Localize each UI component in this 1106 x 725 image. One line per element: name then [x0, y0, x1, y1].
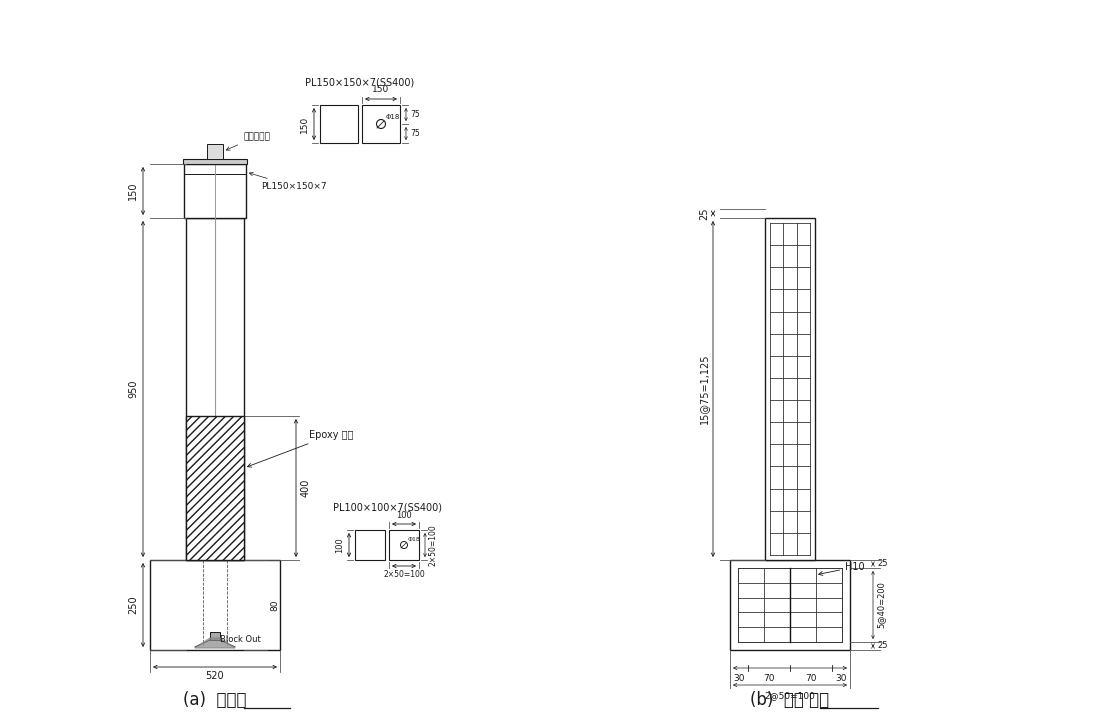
Text: 25: 25	[877, 560, 887, 568]
Text: 15@75=1,125: 15@75=1,125	[699, 354, 709, 424]
Text: 5@40=200: 5@40=200	[877, 581, 886, 629]
Bar	[184, 164, 246, 218]
Text: 25: 25	[699, 207, 709, 220]
Text: 250: 250	[128, 596, 138, 614]
Bar	[186, 218, 244, 560]
Text: 2×50=100: 2×50=100	[429, 524, 438, 566]
Text: 75: 75	[410, 129, 420, 138]
Text: PL150×150×7(SS400): PL150×150×7(SS400)	[305, 77, 415, 87]
Text: 30: 30	[733, 674, 744, 683]
Text: (a)  일반도: (a) 일반도	[184, 691, 247, 709]
Text: 2×50=100: 2×50=100	[383, 570, 425, 579]
Bar	[355, 530, 385, 560]
Bar	[362, 105, 400, 143]
Text: 950: 950	[128, 380, 138, 398]
Bar	[150, 560, 280, 650]
Text: (b)  철근 상세: (b) 철근 상세	[751, 691, 830, 709]
Text: Block Out: Block Out	[220, 635, 261, 644]
Bar	[207, 144, 223, 159]
Text: Φ18: Φ18	[408, 537, 420, 542]
Text: PL100×100×7(SS400): PL100×100×7(SS400)	[333, 502, 441, 512]
Text: 30: 30	[835, 674, 847, 683]
Text: H10: H10	[818, 562, 865, 576]
Polygon shape	[195, 638, 234, 648]
Text: 150: 150	[128, 182, 138, 200]
Text: PL150×150×7: PL150×150×7	[249, 173, 326, 191]
Text: 2@50=100: 2@50=100	[764, 691, 815, 700]
Bar	[186, 416, 244, 560]
Text: 150: 150	[373, 85, 389, 94]
Text: 150: 150	[300, 115, 309, 133]
Text: Epoxy 도리: Epoxy 도리	[248, 430, 354, 467]
Bar	[320, 105, 358, 143]
Text: Φ18: Φ18	[386, 114, 400, 120]
Text: 25: 25	[877, 642, 887, 650]
Text: 520: 520	[206, 671, 225, 681]
Text: 70: 70	[805, 674, 816, 683]
Text: 하중계수부: 하중계수부	[227, 132, 270, 150]
Bar	[210, 632, 220, 640]
Text: 100: 100	[335, 537, 344, 553]
Bar	[182, 159, 247, 164]
Text: 80: 80	[270, 600, 279, 610]
Bar	[389, 530, 419, 560]
Bar	[765, 218, 815, 560]
Bar	[730, 560, 851, 650]
Text: 100: 100	[396, 511, 411, 520]
Text: 75: 75	[410, 110, 420, 119]
Text: 70: 70	[763, 674, 774, 683]
Text: 400: 400	[301, 478, 311, 497]
